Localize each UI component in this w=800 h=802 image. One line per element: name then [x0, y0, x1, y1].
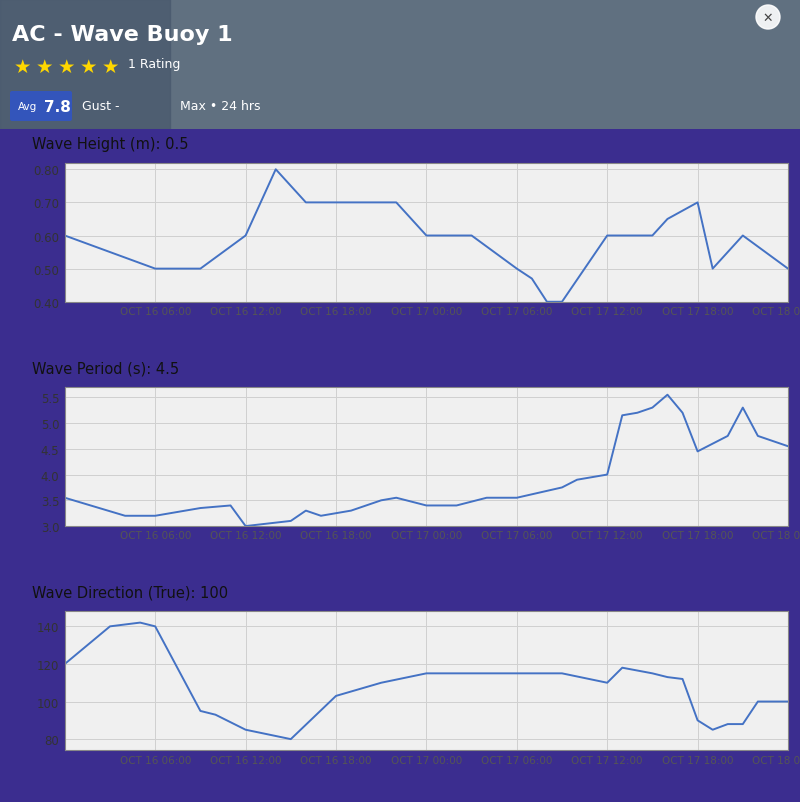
Text: 1 Rating: 1 Rating	[128, 58, 180, 71]
Text: Wave Direction (True): 100: Wave Direction (True): 100	[32, 585, 228, 600]
Text: AC - Wave Buoy 1: AC - Wave Buoy 1	[12, 25, 233, 45]
Text: ★: ★	[14, 58, 31, 77]
Text: Gust -: Gust -	[82, 100, 119, 113]
FancyBboxPatch shape	[10, 92, 72, 122]
Text: Wave Period (s): 4.5: Wave Period (s): 4.5	[32, 361, 179, 375]
Bar	[0, 0, 170, 130]
Text: ★: ★	[36, 58, 54, 77]
Text: ★: ★	[102, 58, 119, 77]
Text: ✕: ✕	[762, 11, 774, 25]
Text: 7.8: 7.8	[44, 99, 71, 115]
Text: Wave Height (m): 0.5: Wave Height (m): 0.5	[32, 136, 189, 152]
Circle shape	[756, 6, 780, 30]
Text: Max • 24 hrs: Max • 24 hrs	[180, 100, 261, 113]
Text: ★: ★	[80, 58, 98, 77]
Text: ★: ★	[58, 58, 75, 77]
Text: Avg: Avg	[18, 102, 38, 111]
